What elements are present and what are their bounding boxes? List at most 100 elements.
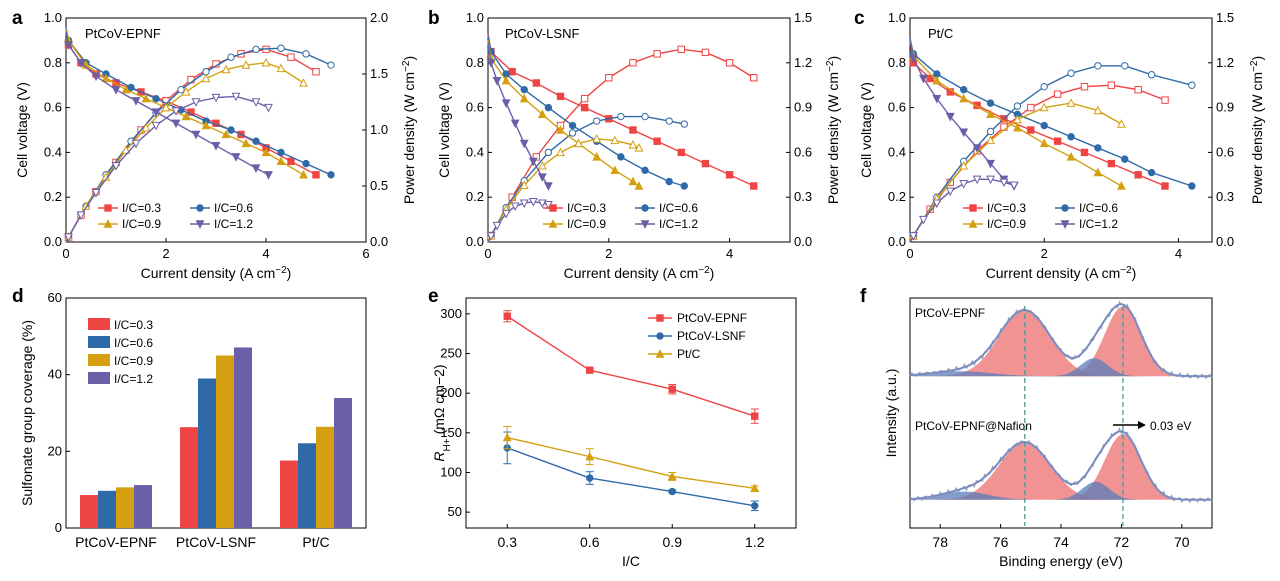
panel-f: f 78 76 74 72 70 PtCoV-EPNF PtCoV-EPNF@Nafion…	[860, 286, 1213, 569]
legend-marker	[196, 204, 204, 212]
voltage-point	[945, 112, 955, 122]
voltage-point	[181, 111, 191, 121]
voltage-point	[510, 119, 520, 129]
voltage-point	[1147, 168, 1156, 177]
voltage-point	[501, 75, 511, 85]
power-point	[1053, 90, 1062, 98]
power-line-s03	[487, 48, 755, 243]
voltage-point	[610, 165, 620, 175]
legend-label: PtCoV-EPNF	[677, 311, 747, 325]
y-tick-label: 0.6	[466, 100, 484, 115]
bar-s03	[80, 495, 98, 528]
bar-s06	[198, 378, 216, 528]
power-point	[161, 102, 171, 112]
power-point	[610, 135, 620, 145]
power-point	[908, 232, 918, 241]
x-tick-label: 0	[62, 246, 69, 261]
voltage-point	[64, 41, 73, 50]
legend-swatch	[88, 372, 110, 384]
y-tick-label: 0.6	[888, 100, 906, 115]
voltage-point	[677, 148, 685, 157]
voltage-point	[580, 103, 589, 112]
y-tick-label: 250	[440, 346, 462, 361]
voltage-point	[1093, 167, 1103, 177]
power-point	[537, 160, 547, 170]
voltage-point	[121, 84, 131, 94]
y-tick-label: 150	[440, 425, 462, 440]
fit-peak-minor	[910, 491, 1212, 500]
legend-marker	[641, 204, 649, 212]
voltage-point	[568, 121, 577, 130]
voltage-point	[725, 171, 734, 179]
y-tick-label: 0.2	[44, 189, 62, 204]
voltage-point	[556, 92, 565, 101]
resistance-point	[668, 487, 676, 496]
voltage-point	[264, 171, 273, 180]
x-tick-label: 0.9	[663, 534, 683, 550]
legend-label: I/C=1.2	[1079, 217, 1118, 231]
shift-arrow-head	[1138, 421, 1146, 429]
y2-tick-label: 0.0	[370, 234, 388, 249]
y2-tick-label: 0.0	[794, 234, 812, 249]
power-point	[201, 73, 211, 83]
legend-marker	[640, 220, 650, 229]
resistance-point	[668, 385, 676, 393]
power-point	[231, 92, 241, 102]
panel-label-a: a	[12, 8, 23, 29]
power-point	[544, 148, 553, 157]
voltage-point	[191, 130, 201, 140]
power-point	[492, 221, 502, 231]
legend-marker	[969, 204, 977, 212]
bar-s06	[98, 490, 116, 528]
y2-axis-label-b: Power density (W cm−2)	[825, 56, 842, 204]
voltage-point	[629, 126, 637, 134]
bar-s03	[280, 460, 298, 528]
power-point	[261, 57, 271, 67]
y-axis-label-f: Intensity (a.u.)	[883, 369, 899, 458]
power-point	[999, 178, 1009, 188]
power-point	[665, 117, 673, 125]
y2-tick-label: 0.9	[1216, 100, 1234, 115]
power-point	[593, 117, 601, 125]
voltage-point	[287, 157, 295, 166]
x-tick-label: 0.6	[580, 534, 600, 550]
voltage-point	[211, 141, 221, 151]
panel-a: a PtCoV-EPNF 0 2 4 60.00.20.40.60.81.00.00.…	[12, 8, 417, 281]
fit-peak-minor	[910, 371, 1212, 377]
power-point	[972, 175, 982, 185]
y-axis-label-a: Cell voltage (V)	[14, 82, 30, 178]
voltage-point	[276, 156, 286, 166]
voltage-point	[653, 137, 661, 145]
y-tick-label: 0.6	[44, 100, 62, 115]
voltage-point	[932, 75, 942, 85]
power-point	[932, 199, 942, 209]
resistance-point	[751, 502, 759, 510]
voltage-point	[1121, 155, 1129, 163]
resistance-point	[586, 474, 594, 482]
voltage-point	[508, 68, 516, 76]
y2-tick-label: 0.6	[1216, 144, 1234, 159]
power-point	[131, 139, 141, 149]
chart-title-c: Pt/C	[928, 26, 953, 41]
bar-s09	[216, 355, 234, 528]
plot-frame-e	[465, 297, 797, 529]
power-point	[141, 122, 151, 132]
y-axis-label-e: RH+(mΩ cm−2)	[431, 364, 453, 461]
x-tick-label: 6	[362, 246, 369, 261]
power-point	[986, 135, 995, 145]
power-point	[1066, 98, 1076, 107]
power-point	[605, 74, 613, 82]
voltage-line-s06	[909, 38, 1193, 187]
resistance-line-s06	[507, 447, 755, 507]
y-tick-label: 1.0	[44, 10, 62, 25]
power-point	[1040, 82, 1048, 91]
power-point	[750, 74, 758, 82]
legend-swatch	[88, 354, 110, 366]
power-point	[299, 78, 308, 87]
power-point	[111, 162, 121, 171]
y2-tick-label: 1.5	[794, 10, 812, 25]
power-point	[1147, 71, 1156, 79]
voltage-point	[231, 153, 241, 162]
power-point	[1039, 102, 1049, 112]
power-point	[580, 94, 589, 103]
